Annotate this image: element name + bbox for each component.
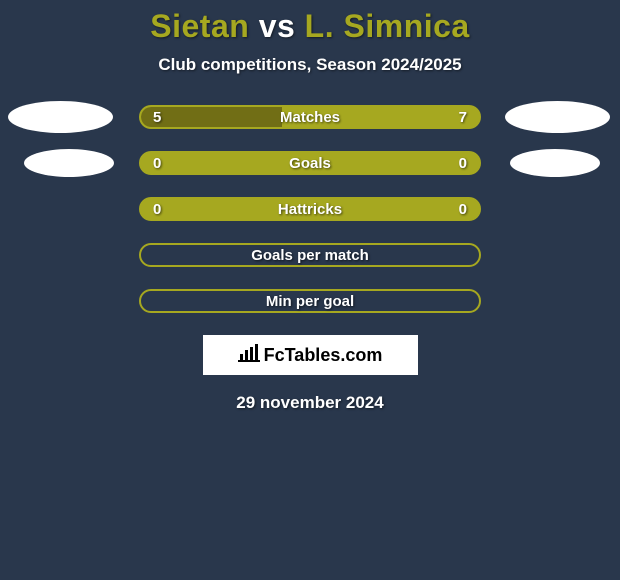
stat-bar: 0 Goals 0 bbox=[139, 151, 481, 175]
stat-label: Min per goal bbox=[141, 293, 479, 310]
stat-row-goals: 0 Goals 0 bbox=[0, 151, 620, 175]
stat-label: Goals bbox=[141, 155, 479, 172]
stat-bar: 5 Matches 7 bbox=[139, 105, 481, 129]
player-left-name: Sietan bbox=[150, 8, 249, 44]
stat-bar: Min per goal bbox=[139, 289, 481, 313]
stat-bar: Goals per match bbox=[139, 243, 481, 267]
stat-row-goals-per-match: Goals per match bbox=[0, 243, 620, 267]
comparison-infographic: Sietan vs L. Simnica Club competitions, … bbox=[0, 0, 620, 413]
team-badge-right bbox=[510, 149, 600, 177]
source-logo: FcTables.com bbox=[203, 335, 418, 375]
player-right-name: L. Simnica bbox=[305, 8, 470, 44]
stat-label: Hattricks bbox=[141, 201, 479, 218]
team-badge-left bbox=[8, 101, 113, 133]
stat-value-right: 7 bbox=[459, 109, 467, 126]
vs-text: vs bbox=[259, 8, 296, 44]
page-title: Sietan vs L. Simnica bbox=[0, 8, 620, 45]
stat-label: Matches bbox=[141, 109, 479, 126]
stat-row-min-per-goal: Min per goal bbox=[0, 289, 620, 313]
stat-label: Goals per match bbox=[141, 247, 479, 264]
chart-icon bbox=[238, 344, 260, 367]
stat-value-right: 0 bbox=[459, 155, 467, 172]
date-text: 29 november 2024 bbox=[0, 393, 620, 413]
team-badge-left bbox=[24, 149, 114, 177]
stat-row-hattricks: 0 Hattricks 0 bbox=[0, 197, 620, 221]
stat-row-matches: 5 Matches 7 bbox=[0, 105, 620, 129]
stat-value-right: 0 bbox=[459, 201, 467, 218]
team-badge-right bbox=[505, 101, 610, 133]
subtitle: Club competitions, Season 2024/2025 bbox=[0, 55, 620, 75]
logo-text: FcTables.com bbox=[264, 345, 383, 366]
stat-bar: 0 Hattricks 0 bbox=[139, 197, 481, 221]
